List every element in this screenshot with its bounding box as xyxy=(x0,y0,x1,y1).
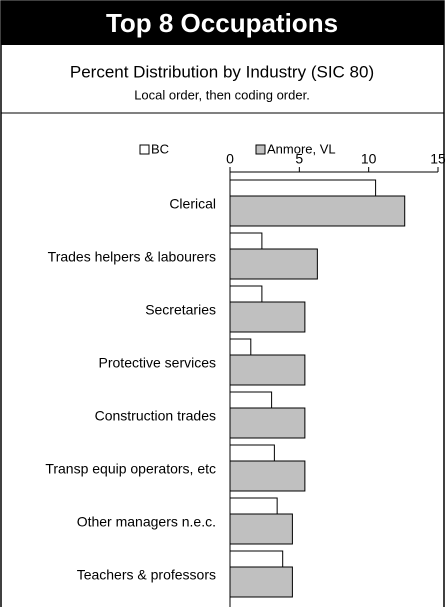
bar xyxy=(229,354,306,386)
category-label: Other managers n.e.c. xyxy=(77,514,216,530)
legend-swatch xyxy=(139,144,150,155)
bar xyxy=(229,566,293,598)
category-label: Protective services xyxy=(99,355,216,371)
chart-title: Top 8 Occupations xyxy=(106,8,338,38)
category-label: Teachers & professors xyxy=(77,567,216,583)
title-bar xyxy=(1,1,444,45)
category-label: Trades helpers & labourers xyxy=(48,249,216,265)
bar xyxy=(229,391,273,409)
bar xyxy=(229,444,275,462)
bar xyxy=(229,248,318,280)
bar xyxy=(229,460,306,492)
x-tick-label: 5 xyxy=(295,151,303,167)
bar xyxy=(229,550,284,568)
category-label: Construction trades xyxy=(95,408,216,424)
legend-swatch xyxy=(255,144,266,155)
legend-label: Anmore, VL xyxy=(267,141,336,156)
bar xyxy=(229,513,293,545)
category-label: Secretaries xyxy=(145,302,216,318)
category-label: Clerical xyxy=(169,196,216,212)
bar xyxy=(229,407,306,439)
legend-label: BC xyxy=(151,141,169,156)
bar xyxy=(229,179,377,197)
chart-note: Local order, then coding order. xyxy=(134,87,310,102)
bar xyxy=(229,232,263,250)
bar xyxy=(229,497,278,515)
bar xyxy=(229,285,263,303)
chart-subtitle: Percent Distribution by Industry (SIC 80… xyxy=(70,62,374,81)
bar xyxy=(229,195,406,227)
x-tick-label: 10 xyxy=(361,151,377,167)
x-tick-label: 15 xyxy=(430,151,445,167)
bar xyxy=(229,338,252,356)
x-tick-label: 0 xyxy=(226,151,234,167)
bar xyxy=(229,301,306,333)
category-label: Transp equip operators, etc xyxy=(45,461,216,477)
